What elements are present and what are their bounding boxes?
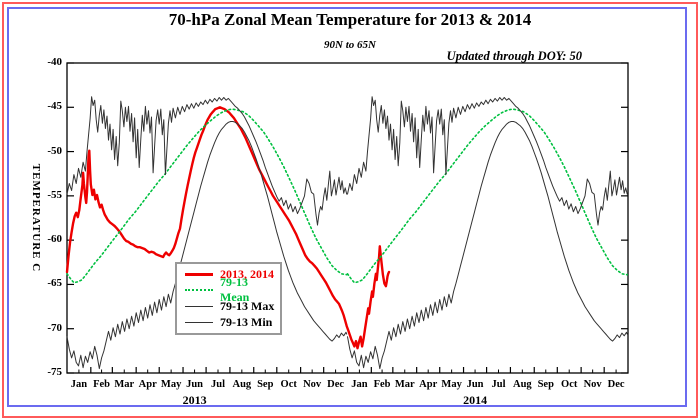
inner-blue-border <box>7 7 687 407</box>
x-month-label: May <box>441 379 462 390</box>
y-tick-label: -75 <box>47 366 62 378</box>
y-axis-label: TEMPERATURE C <box>30 163 42 273</box>
x-month-label: Apr <box>419 379 438 390</box>
legend-label-mean: 79-13 Mean <box>220 275 250 305</box>
x-month-label: Aug <box>232 379 252 390</box>
x-month-label: Jan <box>70 379 88 390</box>
y-tick-label: -65 <box>47 277 62 290</box>
legend-row-mean: 79-13 Mean <box>177 275 280 304</box>
x-month-label: Dec <box>607 379 625 390</box>
legend-sample-mean-line <box>185 289 213 292</box>
x-month-label: Jun <box>466 379 484 390</box>
x-month-label: Apr <box>138 379 157 390</box>
x-month-label: Mar <box>394 379 415 390</box>
x-month-label: Nov <box>303 379 322 390</box>
legend-label-max: 79-13 Max <box>220 299 275 314</box>
y-tick-label: -60 <box>47 233 62 246</box>
x-month-label: Feb <box>373 379 391 390</box>
x-month-label: Jul <box>491 379 506 390</box>
x-month-label: Dec <box>327 379 345 390</box>
x-month-label: Sep <box>537 379 554 390</box>
chart-subtitle: 90N to 65N <box>324 39 376 51</box>
updated-through-annotation: Updated through DOY: 50 <box>446 49 582 63</box>
x-year-label: 2013 <box>182 393 207 407</box>
x-month-label: Oct <box>280 379 297 390</box>
x-month-label: Sep <box>257 379 274 390</box>
x-month-label: Jul <box>210 379 225 390</box>
legend-label-min: 79-13 Min <box>220 315 273 330</box>
x-year-label: 2014 <box>463 393 488 407</box>
legend-row-observed: 2013, 2014 <box>177 266 280 282</box>
legend-row-min: 79-13 Min <box>177 315 280 331</box>
x-month-label: Oct <box>561 379 578 390</box>
chart-title: 70-hPa Zonal Mean Temperature for 2013 &… <box>168 10 532 29</box>
y-tick-label: -70 <box>47 321 62 334</box>
legend-row-max: 79-13 Max <box>177 299 280 315</box>
y-tick-label: -40 <box>47 56 62 68</box>
y-tick-label: -50 <box>47 144 62 157</box>
x-month-label: Nov <box>583 379 602 390</box>
x-month-label: Aug <box>512 379 532 390</box>
x-month-label: May <box>160 379 182 390</box>
y-tick-label: -45 <box>47 100 62 113</box>
legend-sample-min-line <box>185 322 213 324</box>
y-tick-label: -55 <box>47 188 62 201</box>
x-month-label: Jun <box>186 379 204 390</box>
legend-sample-max-line <box>185 306 213 308</box>
x-month-label: Feb <box>93 379 111 390</box>
x-month-label: Mar <box>114 379 135 390</box>
legend-sample-observed-line <box>185 272 213 276</box>
legend-box: 2013, 2014 79-13 Mean 79-13 Max 79-13 Mi… <box>175 262 282 335</box>
legend-label-observed: 2013, 2014 <box>220 266 274 281</box>
x-month-label: Jan <box>351 379 368 390</box>
